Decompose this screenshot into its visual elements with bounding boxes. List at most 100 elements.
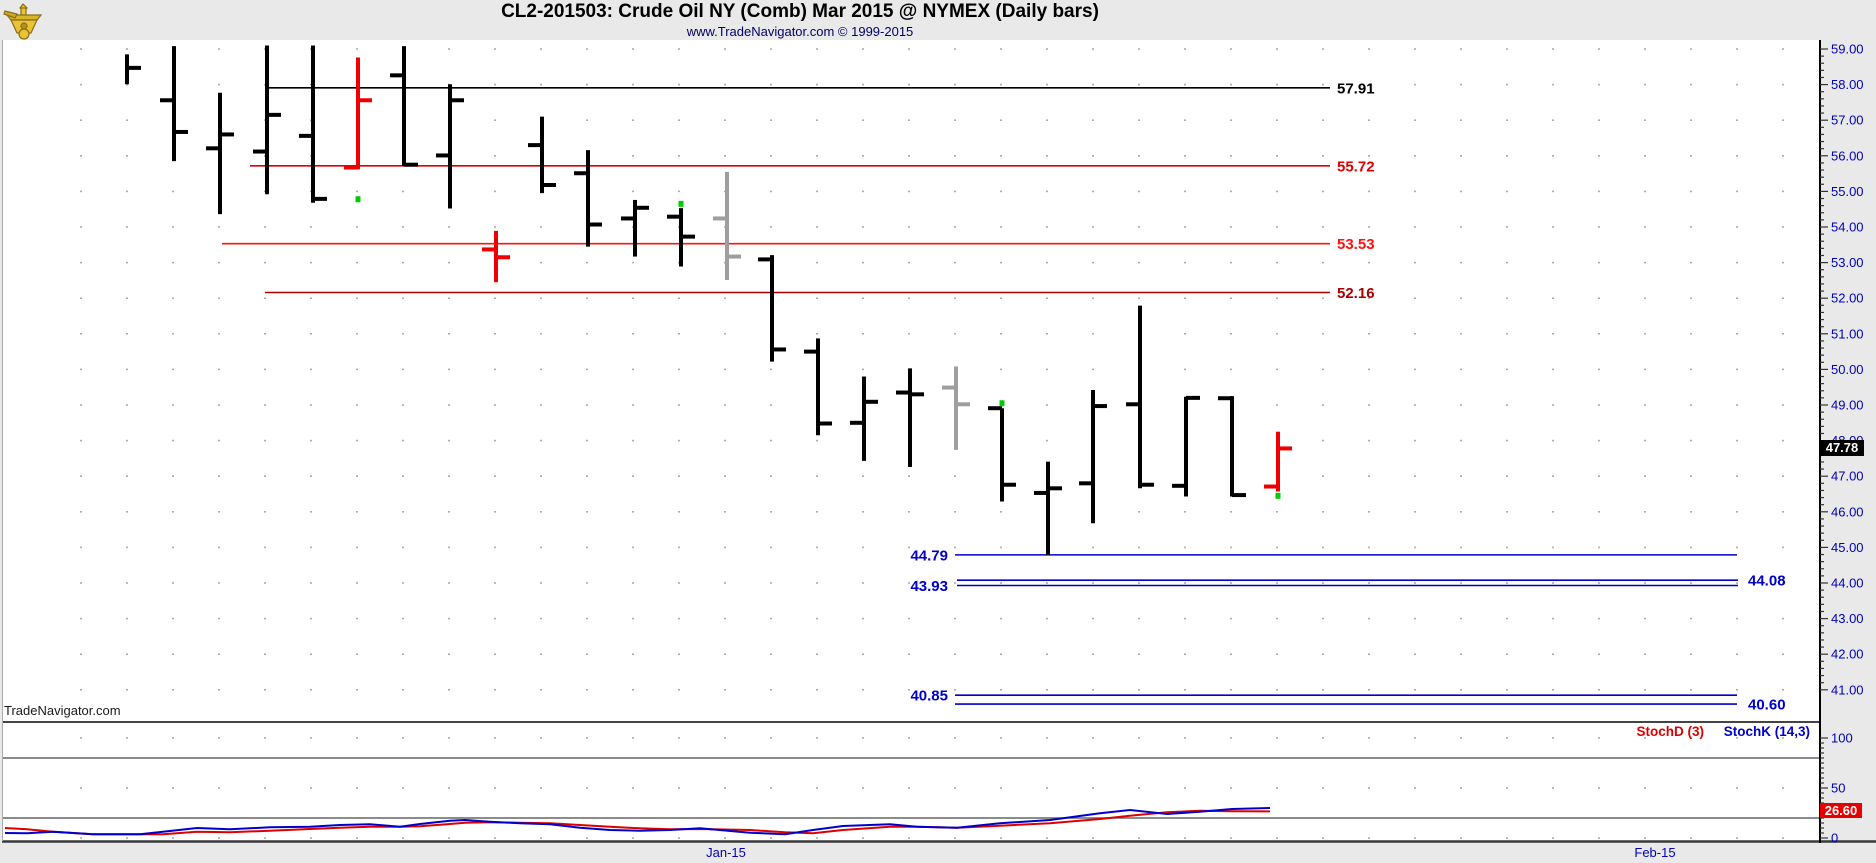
grid-dot — [1046, 837, 1048, 839]
grid-dot — [678, 689, 680, 691]
grid-dot — [908, 617, 910, 620]
grid-dot — [402, 511, 404, 513]
grid-dot — [632, 119, 634, 121]
grid-dot — [1506, 617, 1508, 620]
grid-dot — [1138, 190, 1140, 193]
grid-dot — [1598, 119, 1600, 121]
grid-dot — [448, 737, 450, 739]
signal-marker — [678, 200, 684, 207]
grid-dot — [1598, 83, 1600, 86]
grid-dot — [1276, 48, 1278, 50]
grid-dot — [1506, 83, 1508, 86]
grid-dot — [1506, 546, 1508, 549]
grid-dot — [126, 546, 128, 549]
grid-dot — [1000, 737, 1002, 739]
grid-dot — [908, 689, 910, 691]
tradenavigator-sextant-logo-icon[interactable] — [1, 1, 47, 41]
grid-dot — [448, 333, 450, 335]
grid-dot — [1092, 297, 1094, 299]
stochk-legend-label[interactable]: StochK (14,3) — [1723, 724, 1810, 739]
grid-dot — [172, 511, 174, 513]
grid-dot — [1506, 475, 1508, 477]
grid-dot — [1322, 737, 1324, 739]
grid-dot — [1322, 190, 1324, 193]
grid-dot — [1046, 119, 1048, 121]
grid-dot — [954, 582, 956, 584]
grid-dot — [172, 368, 174, 371]
grid-dot — [1322, 404, 1324, 406]
grid-dot — [954, 787, 956, 789]
price-axis-label: 49.00 — [1831, 398, 1864, 413]
grid-dot — [1092, 837, 1094, 839]
grid-dot — [218, 261, 220, 264]
grid-dot — [1690, 83, 1692, 86]
grid-dot — [1552, 737, 1554, 739]
chart-title: CL2-201503: Crude Oil NY (Comb) Mar 2015… — [501, 1, 1099, 22]
grid-dot — [1138, 83, 1140, 86]
grid-dot — [1644, 689, 1646, 691]
grid-dot — [586, 787, 588, 789]
grid-dot — [1598, 653, 1600, 655]
grid-dot — [448, 261, 450, 264]
grid-dot — [540, 226, 542, 228]
grid-dot — [1736, 83, 1738, 86]
grid-dot — [1460, 404, 1462, 406]
grid-dot — [1230, 653, 1232, 655]
grid-dot — [1414, 617, 1416, 620]
stochd-legend-label[interactable]: StochD (3) — [1636, 724, 1704, 739]
grid-dot — [126, 119, 128, 121]
grid-dot — [1322, 155, 1324, 157]
grid-dot — [1230, 546, 1232, 549]
grid-dot — [310, 368, 312, 371]
grid-dot — [126, 582, 128, 584]
grid-dot — [264, 689, 266, 691]
grid-dot — [218, 511, 220, 513]
grid-dot — [448, 226, 450, 228]
grid-dot — [80, 119, 82, 121]
grid-dot — [540, 737, 542, 739]
signal-marker — [999, 400, 1005, 407]
grid-dot — [310, 439, 312, 442]
grid-dot — [1276, 787, 1278, 789]
grid-dot — [310, 737, 312, 739]
grid-dot — [586, 582, 588, 584]
grid-dot — [494, 368, 496, 371]
grid-dot — [1138, 119, 1140, 121]
grid-dot — [540, 83, 542, 86]
grid-dot — [1644, 653, 1646, 655]
grid-dot — [816, 511, 818, 513]
grid-dot — [80, 617, 82, 620]
grid-dot — [80, 653, 82, 655]
grid-dot — [1736, 368, 1738, 371]
stoch-pane[interactable] — [2, 722, 1820, 841]
grid-dot — [678, 787, 680, 789]
grid-dot — [218, 582, 220, 584]
grid-dot — [1552, 119, 1554, 121]
grid-dot — [356, 261, 358, 264]
grid-dot — [1276, 653, 1278, 655]
grid-dot — [586, 404, 588, 406]
grid-dot — [1460, 439, 1462, 442]
grid-dot — [770, 653, 772, 655]
grid-dot — [1230, 333, 1232, 335]
grid-dot — [770, 404, 772, 406]
grid-dot — [126, 83, 128, 86]
level-label-52.16: 52.16 — [1337, 285, 1375, 302]
grid-dot — [1322, 333, 1324, 335]
price-axis-label: 47.00 — [1831, 469, 1864, 484]
grid-dot — [264, 787, 266, 789]
grid-dot — [1184, 582, 1186, 584]
grid-dot — [356, 475, 358, 477]
grid-dot — [1322, 119, 1324, 121]
grid-dot — [402, 689, 404, 691]
grid-dot — [540, 261, 542, 264]
grid-dot — [172, 837, 174, 839]
grid-dot — [632, 368, 634, 371]
price-axis-label: 46.00 — [1831, 504, 1864, 519]
grid-dot — [1736, 190, 1738, 193]
grid-dot — [1506, 155, 1508, 157]
grid-dot — [1138, 837, 1140, 839]
grid-dot — [1552, 689, 1554, 691]
grid-dot — [632, 546, 634, 549]
grid-dot — [1138, 653, 1140, 655]
